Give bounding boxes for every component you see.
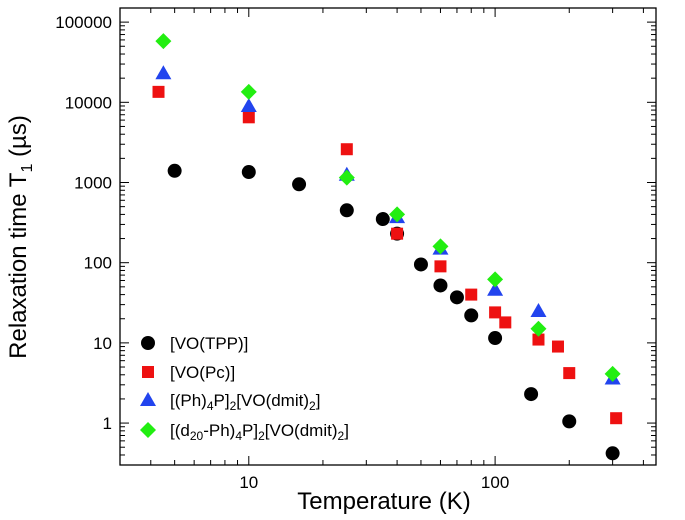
y-tick-label: 1 xyxy=(103,414,112,433)
data-point xyxy=(530,302,547,317)
data-point xyxy=(433,278,448,293)
data-point xyxy=(340,143,353,156)
y-tick-label: 100 xyxy=(84,254,112,273)
legend-marker xyxy=(141,336,155,350)
data-point xyxy=(487,271,504,288)
data-point xyxy=(242,111,255,124)
data-point xyxy=(487,281,504,296)
data-point xyxy=(155,65,172,80)
legend-label: [(d20-Ph)4P]2[VO(dmit)2] xyxy=(170,421,349,443)
data-point xyxy=(240,83,257,100)
data-point xyxy=(489,306,502,319)
legend-label: [VO(Pc)] xyxy=(170,363,235,382)
data-point xyxy=(413,257,428,272)
data-point xyxy=(488,331,503,346)
legend: [VO(TPP)] [VO(Pc)] [(Ph)4P]2[VO(dmit)2] [(d… xyxy=(140,334,349,443)
data-point xyxy=(338,169,355,186)
series-2 xyxy=(152,85,623,425)
data-point xyxy=(562,414,577,429)
data-point xyxy=(499,316,512,329)
plot-frame xyxy=(119,7,657,466)
axis-ticks xyxy=(119,8,656,466)
data-point xyxy=(563,367,576,380)
data-point xyxy=(241,165,256,180)
data-point xyxy=(551,340,564,353)
data-point xyxy=(375,212,390,227)
series-1 xyxy=(167,163,620,461)
data-point xyxy=(434,260,447,273)
data-point xyxy=(532,333,545,346)
data-point xyxy=(292,177,307,192)
data-point xyxy=(610,412,623,425)
x-axis-title: Temperature (K) xyxy=(297,488,470,515)
data-point xyxy=(524,387,539,402)
data-point xyxy=(155,33,172,50)
legend-label: [(Ph)4P]2[VO(dmit)2] xyxy=(170,391,320,413)
data-point xyxy=(464,308,479,323)
data-point xyxy=(389,206,406,223)
data-point xyxy=(339,203,354,218)
data-point xyxy=(605,446,620,461)
data-points xyxy=(152,33,623,461)
x-tick-label: 10 xyxy=(239,473,258,492)
y-tick-label: 100000 xyxy=(55,13,112,32)
tick-labels: 10 100 1 10 100 1000 10000 100000 xyxy=(55,13,509,492)
data-point xyxy=(604,365,621,382)
y-tick-label: 10000 xyxy=(65,93,112,112)
data-point xyxy=(465,288,478,301)
x-tick-label: 100 xyxy=(481,473,509,492)
data-point xyxy=(432,238,449,255)
data-point xyxy=(391,227,404,240)
legend-marker xyxy=(140,422,156,438)
y-axis-title: Relaxation time T1 (µs) xyxy=(5,115,36,359)
data-point xyxy=(167,163,182,178)
y-tick-label: 10 xyxy=(93,334,112,353)
y-tick-label: 1000 xyxy=(74,174,112,193)
data-point xyxy=(449,290,464,305)
legend-marker xyxy=(140,392,156,406)
legend-marker xyxy=(142,366,154,378)
data-point xyxy=(152,85,165,98)
legend-label: [VO(TPP)] xyxy=(170,334,248,353)
series-4 xyxy=(155,33,621,382)
plot-area-border xyxy=(119,7,657,466)
data-point xyxy=(530,320,547,337)
data-point xyxy=(240,97,257,112)
